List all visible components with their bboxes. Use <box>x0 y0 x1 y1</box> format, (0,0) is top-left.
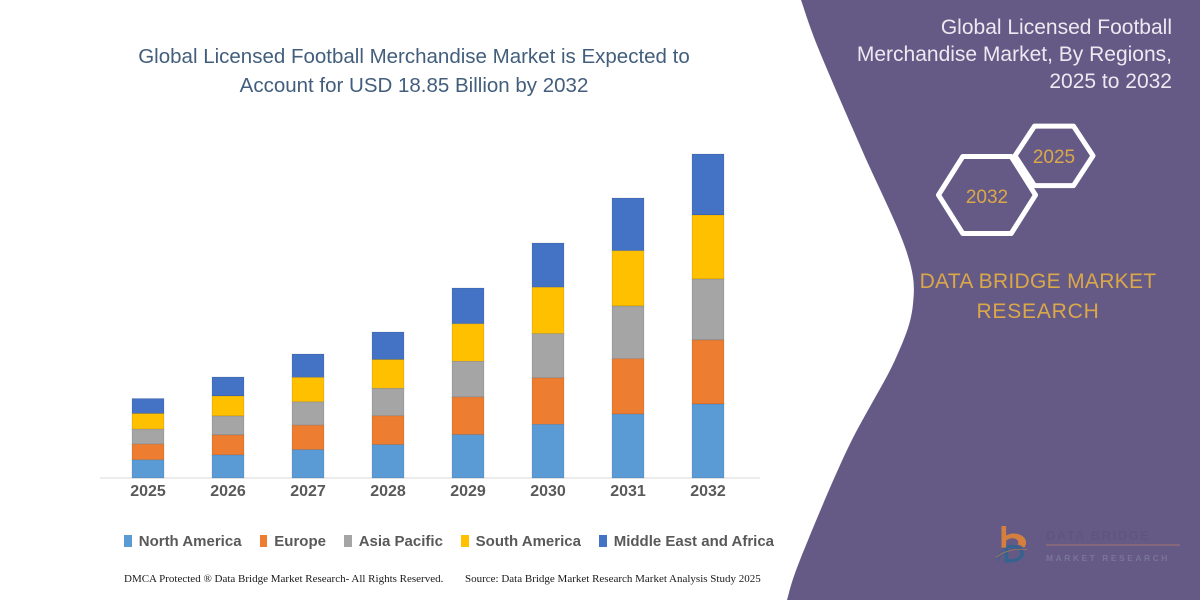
svg-text:2030: 2030 <box>530 483 566 500</box>
svg-text:2032: 2032 <box>690 483 726 500</box>
svg-text:2031: 2031 <box>610 483 646 500</box>
svg-text:2029: 2029 <box>450 483 486 500</box>
svg-text:2027: 2027 <box>290 483 326 500</box>
svg-text:2025: 2025 <box>130 483 166 500</box>
svg-text:RESEARCH: RESEARCH <box>976 300 1099 323</box>
svg-text:2025: 2025 <box>1033 147 1075 168</box>
svg-text:DATA BRIDGE: DATA BRIDGE <box>1046 528 1150 543</box>
svg-text:2028: 2028 <box>370 483 406 500</box>
svg-text:2026: 2026 <box>210 483 246 500</box>
svg-text:MARKET RESEARCH: MARKET RESEARCH <box>1046 553 1170 563</box>
svg-text:DATA BRIDGE MARKET: DATA BRIDGE MARKET <box>920 270 1157 293</box>
svg-text:2032: 2032 <box>966 187 1008 208</box>
